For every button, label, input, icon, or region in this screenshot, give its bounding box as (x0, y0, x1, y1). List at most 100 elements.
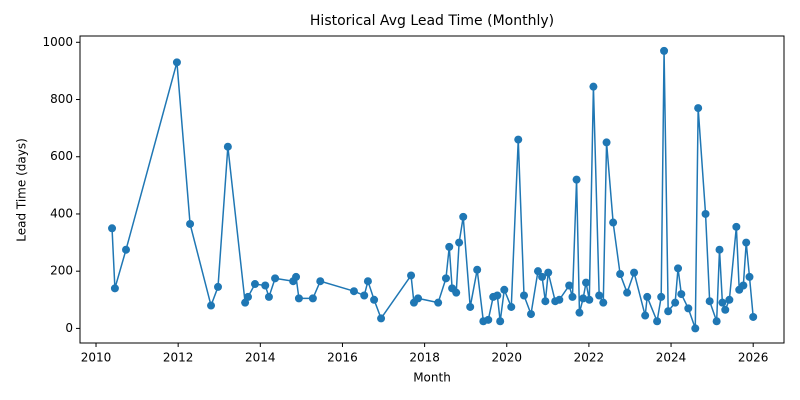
point (526, 310, 535, 319)
point (630, 268, 639, 277)
point (363, 277, 372, 286)
point (377, 314, 386, 323)
point (575, 308, 584, 317)
x-tick-label: 2010 (81, 351, 112, 365)
x-tick-label: 2018 (409, 351, 440, 365)
point (660, 46, 669, 55)
point (214, 282, 223, 291)
point (742, 238, 751, 247)
point (749, 312, 758, 321)
point (705, 297, 714, 306)
point (514, 135, 523, 144)
point (223, 142, 232, 151)
point (555, 295, 564, 304)
point (602, 138, 611, 147)
y-tick-label: 1000 (42, 35, 73, 49)
point (572, 175, 581, 184)
point (473, 265, 482, 274)
point (701, 209, 710, 218)
point (533, 267, 542, 276)
point (641, 311, 650, 320)
point (500, 285, 509, 294)
point (122, 245, 131, 254)
point (493, 291, 502, 300)
point (595, 291, 604, 300)
point (599, 298, 608, 307)
point (455, 238, 464, 247)
point (568, 292, 577, 301)
point (643, 292, 652, 301)
point (589, 82, 598, 91)
point (585, 295, 594, 304)
y-tick-label: 600 (50, 149, 73, 163)
point (507, 302, 516, 311)
point (653, 317, 662, 326)
x-tick-label: 2026 (738, 351, 769, 365)
point (694, 104, 703, 113)
point (370, 295, 379, 304)
point (671, 298, 680, 307)
point (565, 281, 574, 290)
point (664, 307, 673, 316)
point (360, 291, 369, 300)
point (441, 274, 450, 283)
x-tick-label: 2016 (327, 351, 358, 365)
point (294, 294, 303, 303)
x-tick-label: 2020 (491, 351, 522, 365)
point (745, 272, 754, 281)
point (264, 292, 273, 301)
point (207, 301, 216, 310)
point (186, 219, 195, 228)
point (261, 281, 270, 290)
point (466, 302, 475, 311)
point (739, 281, 748, 290)
point (609, 218, 618, 227)
point (496, 317, 505, 326)
point (677, 290, 686, 299)
point (718, 298, 727, 307)
point (691, 324, 700, 333)
x-tick-label: 2024 (656, 351, 687, 365)
point (445, 242, 454, 251)
point (110, 284, 119, 293)
point (414, 294, 423, 303)
point (452, 288, 461, 297)
point (243, 292, 252, 301)
x-tick-label: 2014 (245, 351, 276, 365)
y-axis-label: Lead Time (days) (15, 138, 29, 242)
y-tick-label: 0 (65, 321, 73, 335)
plot-frame (79, 35, 785, 344)
x-tick-label: 2012 (163, 351, 194, 365)
series-line (111, 50, 754, 329)
point (544, 268, 553, 277)
point (721, 305, 730, 314)
point (712, 317, 721, 326)
point (250, 280, 259, 289)
point (292, 272, 301, 281)
point (308, 294, 317, 303)
point (684, 304, 693, 313)
point (541, 297, 550, 306)
point (407, 271, 416, 280)
point (623, 288, 632, 297)
point (172, 58, 181, 67)
point (582, 278, 591, 287)
point (459, 212, 468, 221)
y-tick-label: 800 (50, 92, 73, 106)
point (538, 272, 547, 281)
x-axis-label: Month (413, 371, 451, 385)
point (715, 245, 724, 254)
point (725, 295, 734, 304)
point (674, 264, 683, 273)
point (434, 298, 443, 307)
y-tick-label: 200 (50, 264, 73, 278)
point (484, 315, 493, 324)
point (616, 270, 625, 279)
point (349, 287, 358, 296)
point (732, 222, 741, 231)
chart-title: Historical Avg Lead Time (Monthly) (310, 13, 554, 29)
y-tick-label: 400 (50, 206, 73, 220)
point (657, 292, 666, 301)
point (316, 277, 325, 286)
